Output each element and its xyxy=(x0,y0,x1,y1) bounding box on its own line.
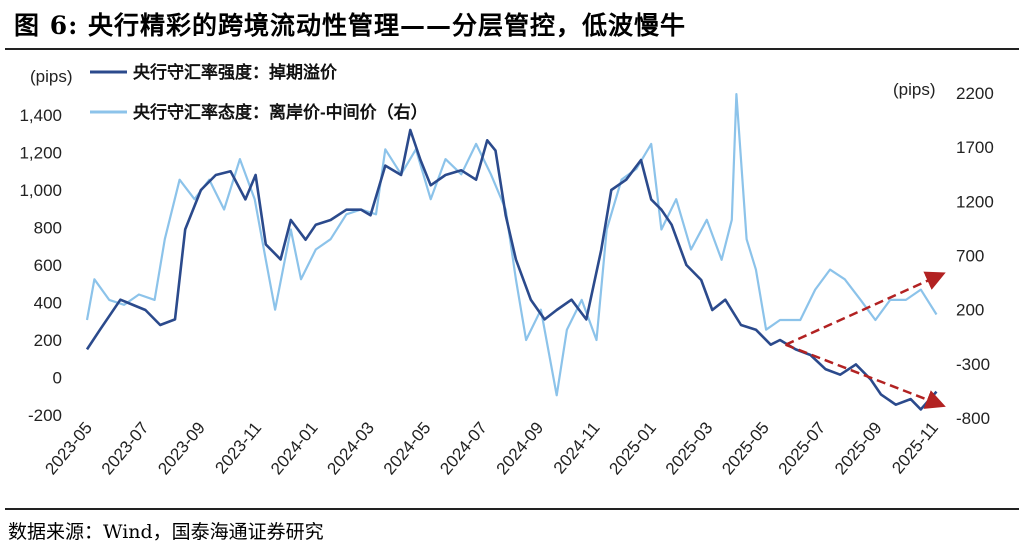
x-tick-label: 2024-05 xyxy=(380,418,435,478)
bottom-divider xyxy=(5,508,1019,510)
right-tick-label: 200 xyxy=(956,301,984,320)
left-tick-label: 800 xyxy=(34,219,62,238)
right-tick-label: -800 xyxy=(956,409,990,428)
figure-title: 图 6: 央行精彩的跨境流动性管理——分层管控，低波慢牛 xyxy=(14,11,687,40)
series-line-2 xyxy=(85,92,938,397)
left-tick-label: -200 xyxy=(28,406,62,425)
legend-label-1: 央行守汇率强度：掉期溢价 xyxy=(133,62,338,82)
left-tick-label: 600 xyxy=(34,256,62,275)
left-tick-label: 1,000 xyxy=(19,181,62,200)
x-tick-label: 2024-09 xyxy=(493,418,548,478)
right-tick-label: 1200 xyxy=(956,192,994,211)
right-tick-label: -300 xyxy=(956,355,990,374)
source-note: 数据来源：Wind，国泰海通证券研究 xyxy=(8,521,324,543)
x-tick-label: 2025-03 xyxy=(662,418,717,478)
trend-arrow-1 xyxy=(785,271,946,346)
x-tick-label: 2025-07 xyxy=(775,418,830,478)
left-tick-label: 1,200 xyxy=(19,144,62,163)
x-tick-label: 2023-09 xyxy=(154,418,209,478)
x-tick-label: 2025-09 xyxy=(831,418,886,478)
right-tick-label: 700 xyxy=(956,247,984,266)
x-tick-label: 2025-05 xyxy=(718,418,773,478)
legend-label-2: 央行守汇率态度：离岸价-中间价（右） xyxy=(133,102,428,122)
left-axis-unit: (pips) xyxy=(30,67,73,86)
left-tick-label: 200 xyxy=(34,331,62,350)
left-tick-label: 1,400 xyxy=(19,106,62,125)
x-tick-label: 2024-07 xyxy=(436,418,491,478)
series-line-1 xyxy=(85,128,938,411)
x-tick-label: 2023-11 xyxy=(211,418,265,477)
right-axis-unit: (pips) xyxy=(893,80,936,99)
right-tick-label: 2200 xyxy=(956,84,994,103)
x-tick-label: 2024-01 xyxy=(267,418,322,478)
x-tick-label: 2025-11 xyxy=(888,418,942,477)
x-tick-label: 2023-07 xyxy=(98,418,153,478)
top-divider xyxy=(5,48,1019,50)
right-tick-label: 1700 xyxy=(956,138,994,157)
x-tick-label: 2024-11 xyxy=(550,418,604,477)
x-tick-label: 2023-05 xyxy=(41,418,96,478)
left-tick-label: 400 xyxy=(34,294,62,313)
x-tick-label: 2025-01 xyxy=(605,418,660,478)
left-tick-label: 0 xyxy=(53,369,62,388)
x-tick-label: 2024-03 xyxy=(323,418,378,478)
